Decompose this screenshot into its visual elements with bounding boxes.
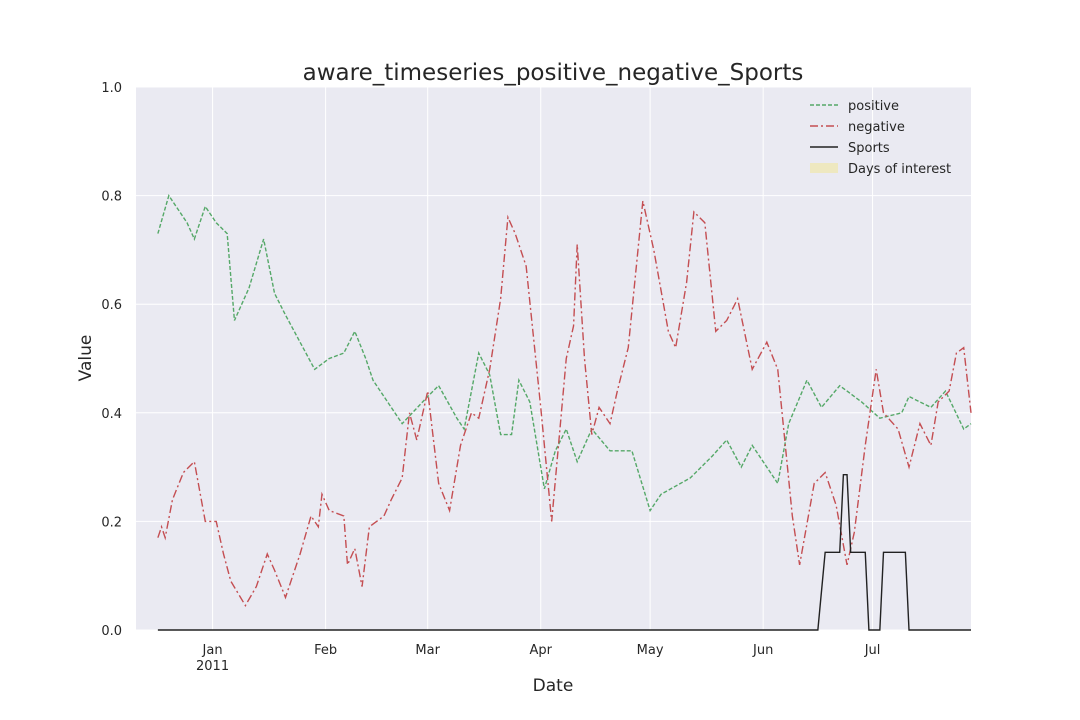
- y-tick-label: 0.4: [101, 407, 122, 422]
- x-tick-label: Mar: [415, 643, 440, 658]
- line: [157, 200, 972, 607]
- y-tick-label: 0.2: [101, 515, 122, 530]
- line: [157, 474, 971, 631]
- x-tick-label: Jan 2011: [196, 643, 229, 674]
- x-tick-label: Feb: [314, 643, 337, 658]
- chart-title: aware_timeseries_positive_negative_Sport…: [303, 60, 804, 86]
- y-tick-label: 0.6: [101, 298, 122, 313]
- x-tick-label: Jun: [752, 643, 773, 658]
- y-tick-label: 1.0: [101, 81, 122, 96]
- x-tick-label: May: [637, 643, 664, 658]
- y-tick-label: 0.0: [101, 624, 122, 639]
- legend-label: Sports: [848, 141, 890, 156]
- x-axis-label: Date: [533, 676, 574, 696]
- legend-label: negative: [848, 120, 905, 135]
- y-tick-label: 0.8: [101, 190, 122, 205]
- x-tick-label: Apr: [529, 643, 552, 658]
- legend-swatch: [810, 163, 838, 173]
- plot-area: [136, 87, 971, 630]
- legend-label: Days of interest: [848, 162, 951, 177]
- x-tick-label: Jul: [864, 643, 881, 658]
- legend-label: positive: [848, 99, 899, 114]
- y-axis-label: Value: [76, 335, 96, 382]
- line: [157, 193, 972, 513]
